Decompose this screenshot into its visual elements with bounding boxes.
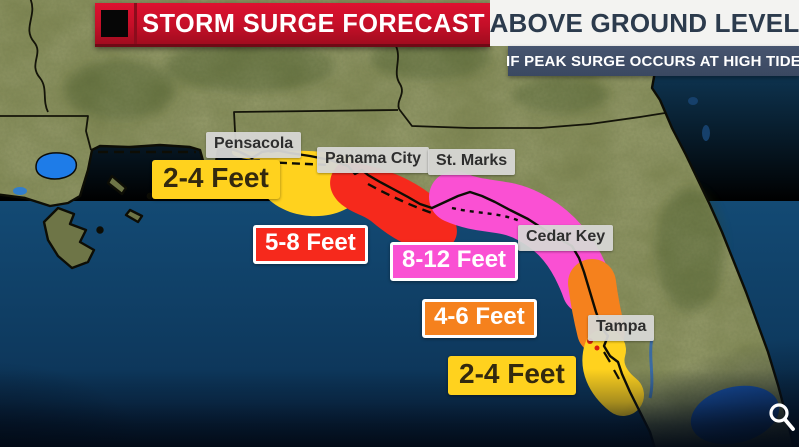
header-condition-note: IF PEAK SURGE OCCURS AT HIGH TIDE: [506, 46, 799, 76]
title-banner: STORM SURGE FORECAST: [95, 3, 490, 47]
surge-label-5-8-feet: 5-8 Feet: [253, 225, 368, 264]
surge-label-2-4-feet-tampa: 2-4 Feet: [448, 356, 576, 395]
channel-logo-icon: [100, 10, 128, 37]
page-title: STORM SURGE FORECAST: [141, 8, 485, 38]
surge-label-2-4-feet-west: 2-4 Feet: [152, 160, 280, 199]
magnifier-icon: [769, 403, 795, 431]
city-label-tampa: Tampa: [588, 315, 655, 341]
city-label-cedar-key: Cedar Key: [518, 225, 614, 251]
zoom-button[interactable]: [763, 398, 797, 438]
city-label-pensacola: Pensacola: [206, 132, 302, 158]
header-right-title: ABOVE GROUND LEVEL: [490, 0, 799, 46]
city-label-st-marks: St. Marks: [428, 149, 516, 175]
lake-pontchartrain: [35, 152, 78, 180]
surge-label-8-12-feet: 8-12 Feet: [390, 242, 519, 281]
surge-label-4-6-feet: 4-6 Feet: [422, 299, 537, 338]
city-label-panama-city: Panama City: [317, 147, 430, 173]
channel-logo: [95, 3, 137, 44]
